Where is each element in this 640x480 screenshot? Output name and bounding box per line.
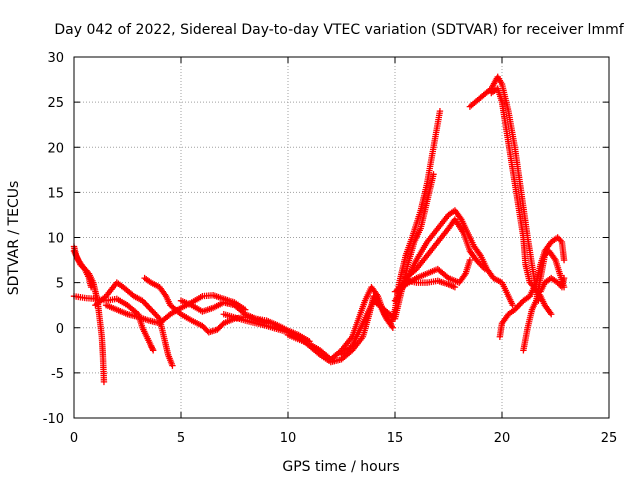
series-track-11 (391, 207, 516, 309)
data-point (548, 311, 555, 318)
data-point (169, 362, 176, 369)
series-track-12 (402, 216, 489, 282)
y-tick-labels: -10 -5 0 5 10 15 20 25 30 (43, 51, 64, 427)
x-tick-label: 5 (177, 431, 185, 446)
y-tick-label: 0 (56, 322, 64, 337)
x-tick-label: 25 (601, 431, 618, 446)
series-track-4 (92, 279, 176, 369)
y-tick-label: 30 (47, 51, 64, 66)
y-axis-label: SDTVAR / TECUs (6, 181, 22, 296)
data-point (451, 283, 459, 291)
x-tick-label: 15 (387, 431, 404, 446)
y-tick-label: 25 (47, 96, 64, 111)
data-point (149, 347, 157, 354)
y-tick-label: -10 (43, 412, 64, 427)
data-point (100, 378, 108, 386)
x-tick-labels: 0 5 10 15 20 25 (70, 431, 617, 446)
y-tick-label: -5 (51, 367, 64, 382)
data-point (436, 107, 444, 115)
x-tick-label: 20 (494, 431, 511, 446)
data-point (509, 301, 516, 309)
data-point (87, 283, 95, 291)
y-tick-label: 15 (47, 186, 64, 201)
data-point (430, 171, 437, 178)
data-point (389, 324, 397, 331)
y-tick-label: 10 (47, 232, 64, 247)
chart-title: Day 042 of 2022, Sidereal Day-to-day VTE… (54, 22, 624, 38)
x-tick-label: 10 (280, 431, 297, 446)
series-track-6 (141, 274, 270, 336)
series-track-16 (488, 85, 555, 318)
y-tick-label: 5 (56, 277, 64, 292)
data-point (560, 256, 568, 264)
grid-lines (74, 57, 609, 418)
data-point (466, 256, 474, 264)
y-tick-label: 20 (47, 141, 64, 156)
x-tick-label: 0 (70, 431, 78, 446)
data-point (481, 265, 489, 273)
data-point (560, 274, 568, 282)
plot-frame (73, 56, 610, 419)
series-track-14 (396, 277, 459, 291)
series-track-19 (537, 274, 568, 295)
x-axis-label: GPS time / hours (282, 459, 399, 475)
series-track-17 (496, 234, 568, 340)
